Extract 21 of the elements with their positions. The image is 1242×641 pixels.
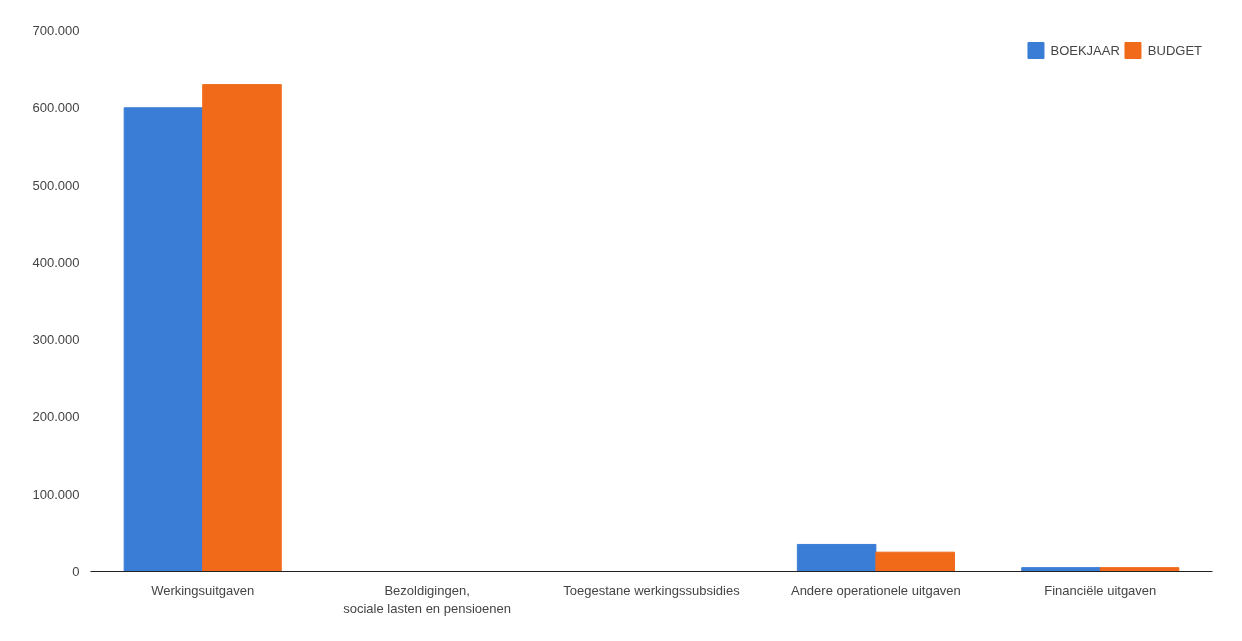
bar: [1099, 567, 1180, 572]
x-tick-label: Werkingsuitgaven: [151, 582, 255, 598]
y-tick-label: 100.000: [32, 486, 80, 502]
y-tick-label: 300.000: [32, 332, 80, 348]
bar: [123, 107, 204, 572]
x-tick-label: Bezoldigingen, sociale lasten en pensioenen: [343, 582, 511, 616]
y-tick-label: 200.000: [32, 409, 80, 425]
bar: [796, 543, 877, 572]
x-tick-label: Andere operationele uitgaven: [790, 582, 961, 598]
bar: [875, 551, 955, 572]
y-tick-label: 0: [72, 564, 80, 579]
bar: [202, 84, 282, 572]
y-tick-label: 500.000: [32, 177, 80, 193]
legend-label: BUDGET: [1147, 42, 1202, 58]
y-tick-label: 600.000: [32, 100, 80, 116]
x-tick-label: Financiële uitgaven: [1044, 582, 1157, 598]
y-tick-label: 400.000: [32, 254, 80, 270]
bar: [1021, 567, 1101, 572]
x-tick-label: Toegestane werkingssubsidies: [563, 582, 741, 598]
y-tick-label: 700.000: [32, 23, 80, 38]
legend-label: BOEKJAAR: [1050, 42, 1120, 58]
